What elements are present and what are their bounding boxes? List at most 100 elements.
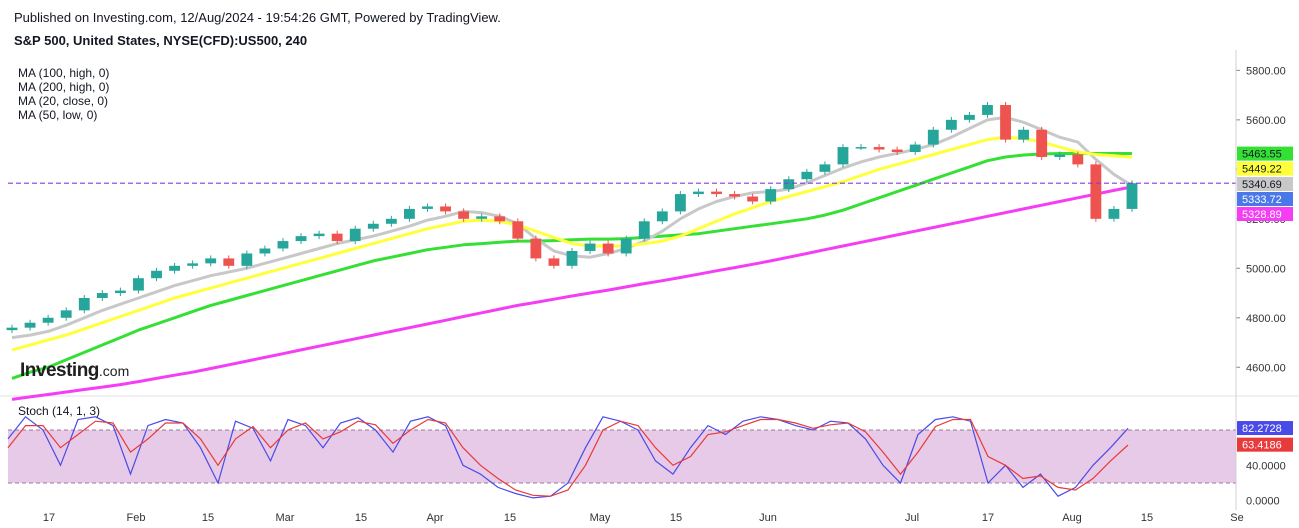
ma50-line xyxy=(11,135,1133,352)
logo-brand: Investing xyxy=(20,360,99,381)
time-tick-label: Feb xyxy=(127,512,146,524)
candle-body xyxy=(331,233,343,242)
candle-body xyxy=(1036,129,1048,157)
candle-body xyxy=(837,147,849,165)
candle-body xyxy=(133,278,144,291)
candle-body xyxy=(566,250,578,266)
legend-ma20: MA (20, close, 0) xyxy=(18,94,109,108)
price-tick-label: 4800.00 xyxy=(1246,313,1286,325)
price-labels: 5463.55 5449.22 5340.69 5333.72 5328.89 82.27… xyxy=(1237,146,1293,452)
candle-body xyxy=(241,253,253,266)
time-tick-label: Apr xyxy=(426,512,443,524)
stoch-d-line xyxy=(7,418,1129,497)
candle-body xyxy=(1054,154,1066,157)
time-tick-label: Jul xyxy=(905,512,919,524)
legend-ma200: MA (200, high, 0) xyxy=(18,80,110,94)
candle-body xyxy=(548,258,560,266)
candle-body xyxy=(114,290,126,294)
candle-body xyxy=(42,317,54,323)
stoch-band xyxy=(8,429,1236,484)
candle-body xyxy=(945,119,957,130)
candle-body xyxy=(78,297,90,311)
candle-body xyxy=(891,149,903,153)
stoch-label: Stoch (14, 1, 3) xyxy=(18,404,101,418)
candle-body xyxy=(927,129,939,145)
time-tick-label: 17 xyxy=(982,512,994,524)
candle-body xyxy=(819,164,831,172)
candles xyxy=(6,102,1138,334)
candle-body xyxy=(494,216,506,222)
candle-body xyxy=(1000,105,1011,140)
time-tick-label: 15 xyxy=(1141,512,1153,524)
candle-body xyxy=(729,194,740,197)
price-label-text: 5463.55 xyxy=(1242,149,1282,161)
stoch-tick-label: 0.0000 xyxy=(1246,496,1280,508)
candle-body xyxy=(1108,208,1120,219)
time-tick-label: Mar xyxy=(276,512,295,524)
candle-body xyxy=(24,322,36,328)
stoch-lines xyxy=(7,415,1129,499)
candle-body xyxy=(169,265,180,271)
time-tick-label: Se xyxy=(1230,512,1243,524)
ma-lines xyxy=(11,115,1133,401)
candle-body xyxy=(223,258,235,266)
candle-body xyxy=(584,243,596,251)
candle-body xyxy=(530,238,542,259)
price-label-box xyxy=(1237,146,1293,161)
candle-body xyxy=(60,310,72,318)
time-tick-label: 15 xyxy=(670,512,682,524)
candle-body xyxy=(1126,183,1138,209)
candle-body xyxy=(1090,164,1102,219)
candle-body xyxy=(1018,129,1030,140)
candle-body xyxy=(765,189,777,202)
candle-body xyxy=(801,171,813,180)
price-label-box xyxy=(1237,161,1293,176)
price-label-text: 5340.69 xyxy=(1242,179,1282,191)
candle-body xyxy=(1072,154,1084,165)
candle-body xyxy=(349,228,361,242)
stoch-label-text: 63.4186 xyxy=(1242,440,1282,452)
candle-body xyxy=(313,233,325,237)
logo-tld: .com xyxy=(98,363,130,379)
candle-body xyxy=(385,218,397,224)
candle-body xyxy=(205,258,217,264)
stoch-label-box xyxy=(1237,421,1293,436)
time-tick-label: May xyxy=(590,512,611,524)
stoch-k-line xyxy=(7,415,1129,499)
candle-body xyxy=(620,238,632,254)
candle-body xyxy=(476,216,488,219)
candle-body xyxy=(693,191,704,195)
candle-body xyxy=(512,221,524,239)
stoch-label-text: 82.2728 xyxy=(1242,423,1282,435)
stoch-tick-label: 40.0000 xyxy=(1246,460,1286,472)
price-label-box xyxy=(1237,192,1293,207)
price-tick-label: 5800.00 xyxy=(1246,65,1286,77)
ma100-line xyxy=(11,152,1132,380)
candle-body xyxy=(422,206,433,209)
time-tick-label: 17 xyxy=(43,512,55,524)
candle-body xyxy=(602,243,614,254)
candle-body xyxy=(277,241,289,249)
candle-body xyxy=(6,327,18,331)
candle-body xyxy=(187,263,199,266)
axes: 4600.004800.005000.005200.005400.005600.… xyxy=(43,50,1286,524)
candle-body xyxy=(855,147,867,149)
stoch-label-box xyxy=(1237,437,1293,452)
price-tick-label: 4600.00 xyxy=(1246,362,1286,374)
candle-body xyxy=(982,105,993,115)
candle-body xyxy=(458,211,470,219)
candle-body xyxy=(638,221,650,239)
ma20-line xyxy=(11,115,1133,340)
stoch-band-fill xyxy=(8,430,1236,483)
candle-body xyxy=(96,293,108,298)
symbol-title: S&P 500, United States, NYSE(CFD):US500,… xyxy=(14,33,308,48)
legend-ma50: MA (50, low, 0) xyxy=(18,108,98,122)
price-tick-label: 5000.00 xyxy=(1246,263,1286,275)
candle-body xyxy=(909,144,921,153)
candle-body xyxy=(404,208,415,219)
price-label-text: 5333.72 xyxy=(1242,194,1282,206)
price-tick-label: 5600.00 xyxy=(1246,115,1286,127)
candle-body xyxy=(151,270,162,279)
legend-ma100: MA (100, high, 0) xyxy=(18,66,110,80)
